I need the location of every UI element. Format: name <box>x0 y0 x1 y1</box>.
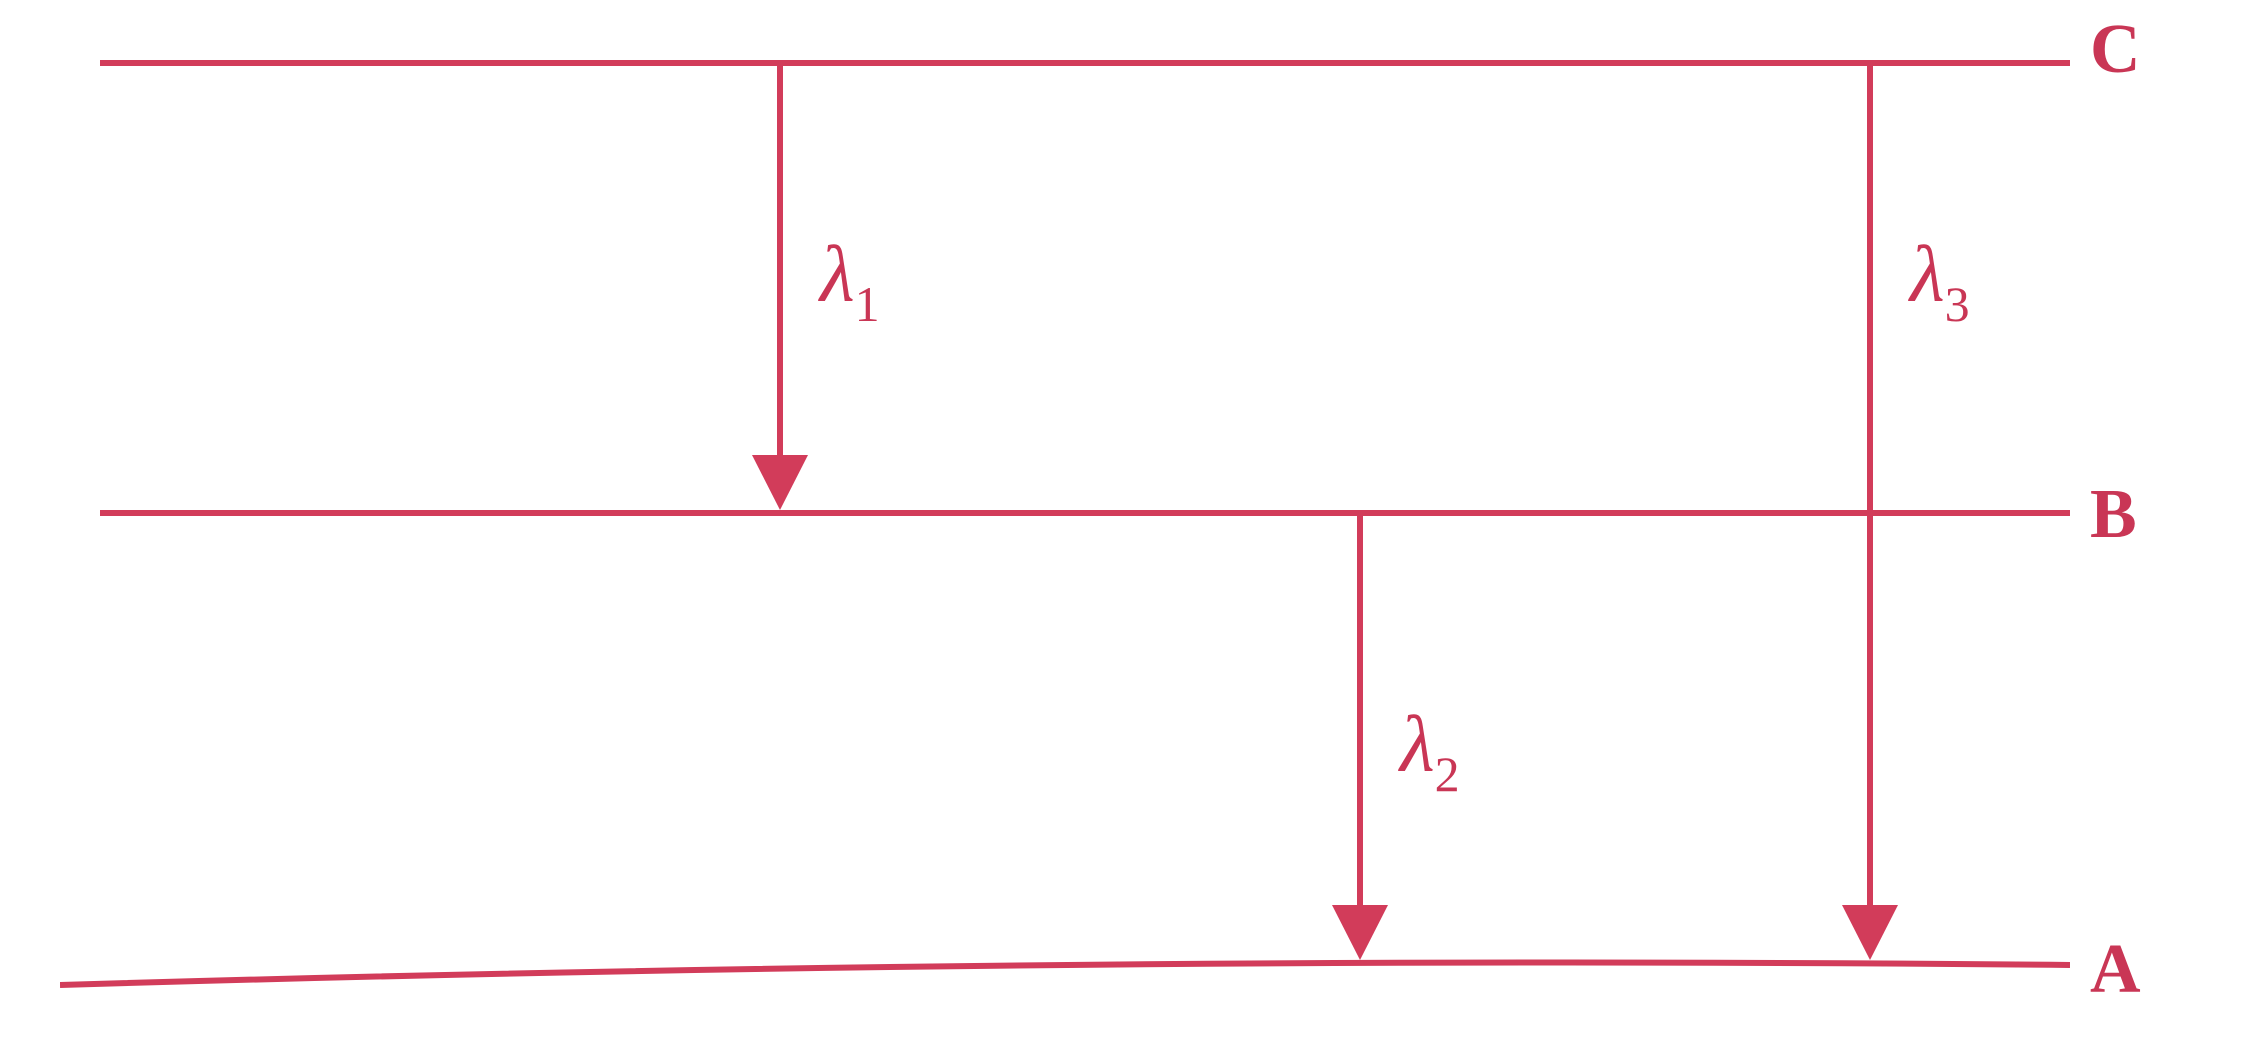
lambda2-label: λ2 <box>1400 700 1460 791</box>
level-line-c <box>100 60 2070 66</box>
arrow-shaft <box>1867 60 1873 905</box>
lambda-symbol: λ <box>1400 701 1435 789</box>
energy-level-diagram: C B A λ1 λ2 λ3 <box>0 0 2253 1063</box>
level-line-b <box>100 510 2070 516</box>
arrow-shaft <box>1357 510 1363 905</box>
level-label-b: B <box>2090 475 2137 555</box>
lambda-subscript: 3 <box>1945 276 1970 332</box>
arrowhead-down-icon <box>752 455 808 510</box>
level-label-c: C <box>2090 10 2141 90</box>
lambda-symbol: λ <box>820 231 855 319</box>
arrowhead-down-icon <box>1842 905 1898 960</box>
lambda-subscript: 1 <box>855 276 880 332</box>
lambda-subscript: 2 <box>1435 746 1460 802</box>
arrow-shaft <box>777 60 783 455</box>
lambda1-label: λ1 <box>820 230 880 321</box>
level-line-a <box>60 940 2070 1000</box>
lambda-symbol: λ <box>1910 231 1945 319</box>
lambda3-label: λ3 <box>1910 230 1970 321</box>
arrowhead-down-icon <box>1332 905 1388 960</box>
level-label-a: A <box>2090 930 2141 1010</box>
